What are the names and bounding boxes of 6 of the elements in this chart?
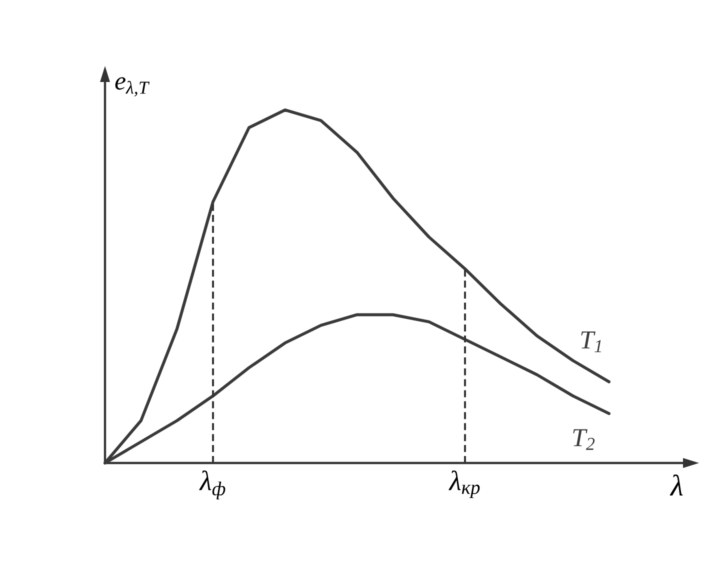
y-axis-title: e$_{λ,T}$	[115, 77, 150, 96]
series-label: T$_{2}$	[573, 429, 595, 450]
x-tick-label: λ$_{ф}$	[199, 470, 226, 500]
x-axis-title: λ	[670, 474, 683, 496]
x-tick-label: λ$_{кр}$	[448, 470, 480, 498]
series-label: T$_{1}$	[581, 331, 602, 352]
